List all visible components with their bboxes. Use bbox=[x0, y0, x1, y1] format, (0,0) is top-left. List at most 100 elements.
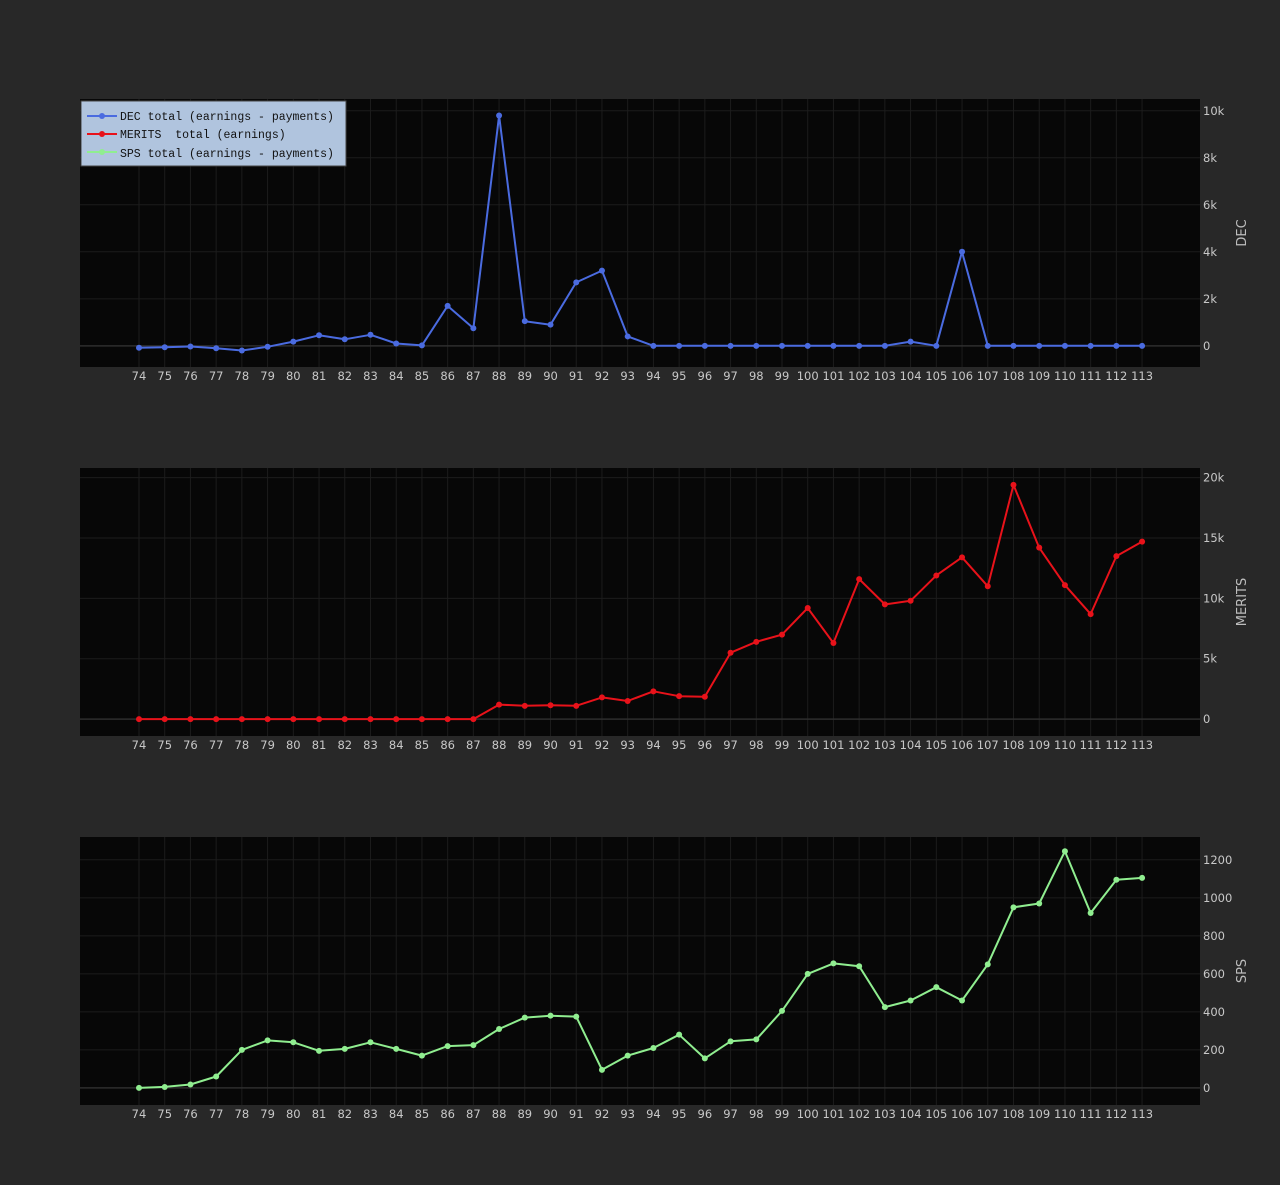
y-tick-label: 0 bbox=[1203, 1081, 1210, 1095]
x-tick-label: 78 bbox=[235, 1107, 250, 1121]
x-tick-label: 81 bbox=[312, 1107, 327, 1121]
x-tick-label: 81 bbox=[312, 738, 327, 752]
data-point bbox=[1036, 544, 1043, 551]
x-tick-label: 91 bbox=[569, 369, 584, 383]
x-tick-label: 90 bbox=[543, 369, 558, 383]
x-tick-label: 96 bbox=[698, 738, 713, 752]
x-tick-label: 99 bbox=[775, 369, 790, 383]
x-tick-label: 110 bbox=[1054, 738, 1076, 752]
x-tick-label: 106 bbox=[951, 738, 973, 752]
y-axis-title: MERITS bbox=[1235, 578, 1250, 627]
x-tick-label: 82 bbox=[337, 738, 352, 752]
data-point bbox=[393, 340, 400, 347]
data-point bbox=[1087, 910, 1094, 917]
data-point bbox=[1113, 553, 1120, 560]
x-tick-label: 85 bbox=[415, 369, 430, 383]
data-point bbox=[161, 716, 168, 723]
data-point bbox=[418, 1052, 425, 1059]
x-tick-label: 74 bbox=[132, 369, 147, 383]
data-point bbox=[187, 1081, 194, 1088]
data-point bbox=[701, 1055, 708, 1062]
x-tick-label: 101 bbox=[822, 738, 844, 752]
data-point bbox=[856, 963, 863, 970]
x-tick-label: 95 bbox=[672, 369, 687, 383]
y-axis-title: DEC bbox=[1235, 219, 1250, 246]
data-point bbox=[470, 325, 477, 332]
y-tick-label: 5k bbox=[1203, 652, 1217, 666]
legend-label-sps: SPS total (earnings - payments) bbox=[120, 148, 334, 161]
x-tick-label: 91 bbox=[569, 738, 584, 752]
x-tick-label: 94 bbox=[646, 369, 661, 383]
x-tick-label: 111 bbox=[1080, 1107, 1102, 1121]
x-tick-label: 104 bbox=[900, 369, 922, 383]
x-tick-label: 102 bbox=[848, 738, 870, 752]
x-tick-label: 87 bbox=[466, 369, 481, 383]
data-point bbox=[547, 321, 554, 328]
data-point bbox=[727, 1038, 734, 1045]
y-tick-label: 20k bbox=[1203, 471, 1225, 485]
x-tick-label: 97 bbox=[723, 369, 738, 383]
x-tick-label: 99 bbox=[775, 738, 790, 752]
x-tick-label: 77 bbox=[209, 738, 224, 752]
x-tick-label: 94 bbox=[646, 738, 661, 752]
data-point bbox=[1010, 481, 1017, 488]
data-point bbox=[1061, 582, 1068, 589]
data-point bbox=[830, 960, 837, 967]
x-tick-label: 88 bbox=[492, 369, 507, 383]
y-tick-label: 0 bbox=[1203, 339, 1210, 353]
y-tick-label: 600 bbox=[1203, 967, 1225, 981]
x-tick-label: 84 bbox=[389, 369, 404, 383]
legend-item-dec[interactable]: DEC total (earnings - payments) bbox=[87, 111, 334, 124]
x-tick-label: 104 bbox=[900, 738, 922, 752]
data-point bbox=[598, 267, 605, 274]
x-tick-label: 76 bbox=[183, 1107, 198, 1121]
data-point bbox=[1087, 611, 1094, 618]
y-tick-label: 6k bbox=[1203, 198, 1217, 212]
x-tick-label: 111 bbox=[1080, 369, 1102, 383]
x-tick-label: 87 bbox=[466, 1107, 481, 1121]
data-point bbox=[779, 631, 785, 638]
y-tick-label: 800 bbox=[1203, 929, 1225, 943]
data-point bbox=[598, 1066, 605, 1073]
y-tick-label: 10k bbox=[1203, 104, 1225, 118]
chart-panel-sps: 0 200 400 600 800 1000 1200 74 75 76 77 78 79 80 81 82 8… bbox=[80, 837, 1250, 1121]
data-point bbox=[136, 716, 142, 723]
x-tick-label: 80 bbox=[286, 369, 301, 383]
data-point bbox=[367, 1039, 374, 1046]
data-point bbox=[598, 694, 605, 701]
legend-box bbox=[80, 100, 347, 167]
x-tick-label: 103 bbox=[874, 369, 896, 383]
data-point bbox=[264, 716, 271, 723]
x-tick-label: 82 bbox=[337, 369, 352, 383]
x-tick-label: 112 bbox=[1105, 738, 1127, 752]
data-point bbox=[187, 343, 194, 350]
data-point bbox=[959, 997, 966, 1004]
x-tick-label: 100 bbox=[797, 738, 819, 752]
data-point bbox=[804, 970, 811, 977]
data-point bbox=[496, 112, 503, 119]
data-point bbox=[907, 597, 914, 604]
data-point bbox=[290, 338, 297, 345]
x-tick-label: 108 bbox=[1003, 1107, 1025, 1121]
data-point bbox=[316, 1047, 323, 1054]
x-tick-label: 99 bbox=[775, 1107, 790, 1121]
data-point bbox=[881, 601, 888, 608]
data-point bbox=[881, 342, 888, 349]
x-tick-label: 84 bbox=[389, 1107, 404, 1121]
x-tick-label: 89 bbox=[517, 738, 532, 752]
legend-item-sps[interactable]: SPS total (earnings - payments) bbox=[87, 148, 334, 161]
data-point bbox=[984, 961, 991, 968]
legend[interactable]: DEC total (earnings - payments) MERITS t… bbox=[80, 100, 347, 167]
x-tick-label: 91 bbox=[569, 1107, 584, 1121]
data-point bbox=[341, 336, 348, 343]
x-tick-label: 95 bbox=[672, 738, 687, 752]
data-point bbox=[213, 716, 220, 723]
data-point bbox=[856, 576, 863, 583]
legend-marker-dec bbox=[99, 113, 105, 119]
y-tick-label: 400 bbox=[1203, 1005, 1225, 1019]
data-point bbox=[1139, 874, 1146, 881]
legend-item-merits[interactable]: MERITS total (earnings) bbox=[87, 129, 286, 142]
x-tick-label: 83 bbox=[363, 369, 378, 383]
data-point bbox=[779, 1007, 785, 1014]
y-tick-label: 1000 bbox=[1203, 891, 1232, 905]
